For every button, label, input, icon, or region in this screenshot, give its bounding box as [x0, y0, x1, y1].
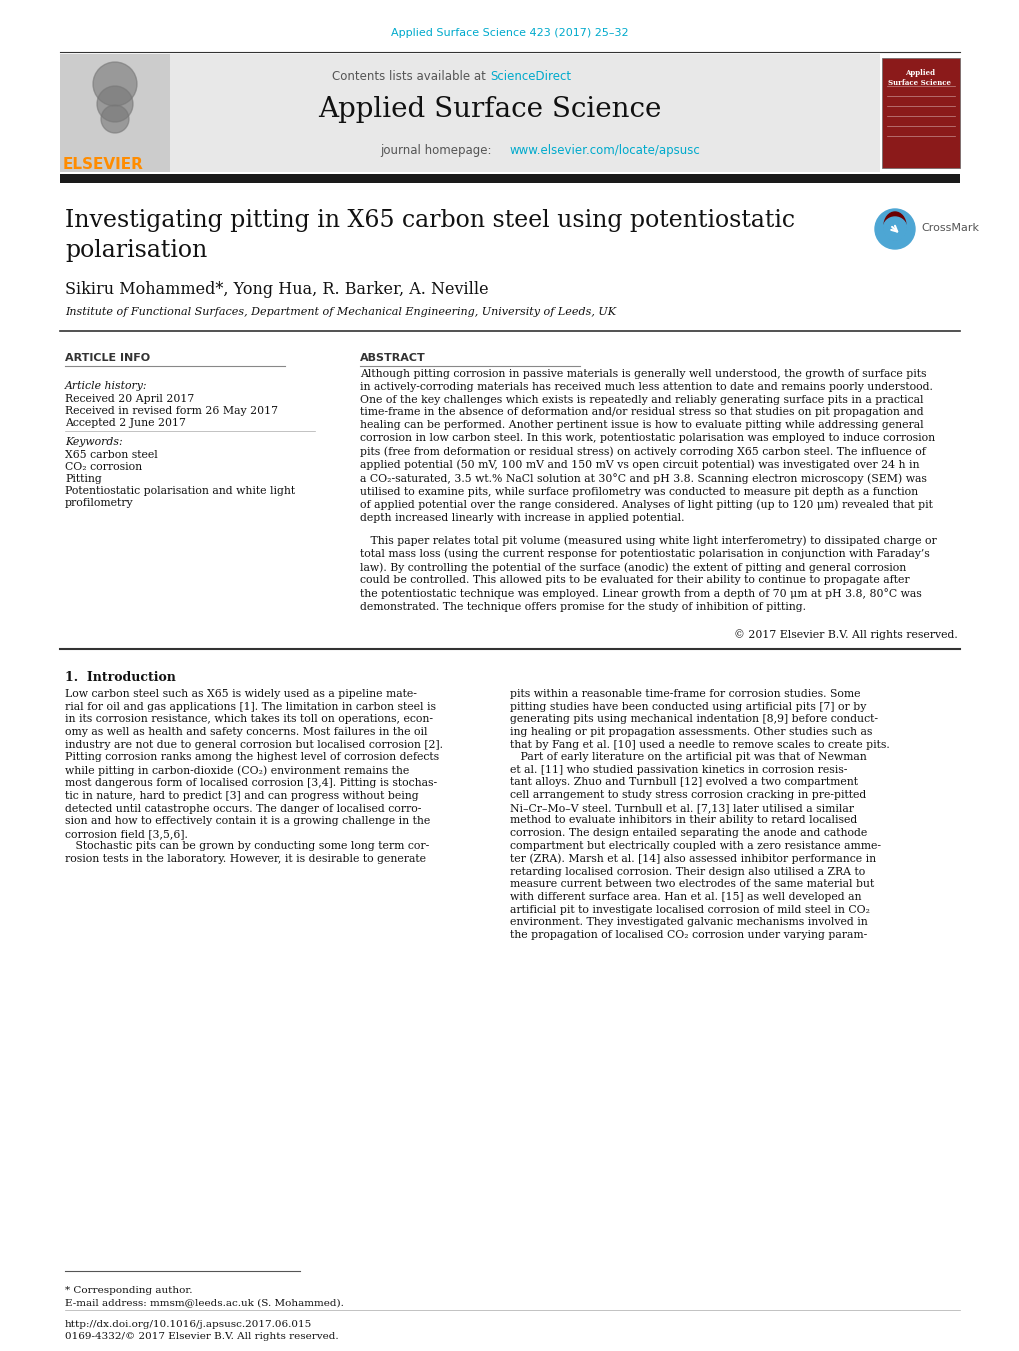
Text: Low carbon steel such as X65 is widely used as a pipeline mate-
rial for oil and: Low carbon steel such as X65 is widely u…: [65, 689, 442, 865]
Text: Received 20 April 2017: Received 20 April 2017: [65, 394, 194, 404]
Text: E-mail address: mmsm@leeds.ac.uk (S. Mohammed).: E-mail address: mmsm@leeds.ac.uk (S. Moh…: [65, 1298, 343, 1306]
Bar: [60, 174, 959, 182]
Text: CrossMark: CrossMark: [920, 223, 978, 232]
Text: ARTICLE INFO: ARTICLE INFO: [65, 353, 150, 363]
Text: Received in revised form 26 May 2017: Received in revised form 26 May 2017: [65, 407, 278, 416]
Text: CO₂ corrosion: CO₂ corrosion: [65, 462, 142, 471]
Text: www.elsevier.com/locate/apsusc: www.elsevier.com/locate/apsusc: [510, 145, 700, 157]
Text: Article history:: Article history:: [65, 381, 148, 390]
Circle shape: [882, 218, 906, 240]
Text: 1.  Introduction: 1. Introduction: [65, 671, 175, 684]
Text: Pitting: Pitting: [65, 474, 102, 484]
Text: Potentiostatic polarisation and white light: Potentiostatic polarisation and white li…: [65, 486, 294, 496]
Text: http://dx.doi.org/10.1016/j.apsusc.2017.06.015: http://dx.doi.org/10.1016/j.apsusc.2017.…: [65, 1320, 312, 1329]
Bar: [881, 58, 959, 168]
Text: Applied Surface Science: Applied Surface Science: [318, 96, 661, 123]
Text: ABSTRACT: ABSTRACT: [360, 353, 425, 363]
Bar: [60, 54, 170, 172]
Text: Accepted 2 June 2017: Accepted 2 June 2017: [65, 417, 185, 428]
Text: Although pitting corrosion in passive materials is generally well understood, th: Although pitting corrosion in passive ma…: [360, 369, 934, 523]
Text: © 2017 Elsevier B.V. All rights reserved.: © 2017 Elsevier B.V. All rights reserved…: [734, 630, 957, 640]
Circle shape: [97, 86, 132, 122]
Text: pits within a reasonable time-frame for corrosion studies. Some
pitting studies : pits within a reasonable time-frame for …: [510, 689, 889, 940]
Text: Keywords:: Keywords:: [65, 436, 122, 447]
Text: Contents lists available at: Contents lists available at: [332, 70, 489, 82]
Text: X65 carbon steel: X65 carbon steel: [65, 450, 158, 459]
Bar: [60, 54, 879, 172]
Text: Institute of Functional Surfaces, Department of Mechanical Engineering, Universi: Institute of Functional Surfaces, Depart…: [65, 307, 615, 317]
Circle shape: [93, 62, 137, 105]
Text: Applied
Surface Science: Applied Surface Science: [888, 69, 951, 86]
Text: ScienceDirect: ScienceDirect: [489, 70, 571, 82]
Text: * Corresponding author.: * Corresponding author.: [65, 1286, 193, 1296]
Text: polarisation: polarisation: [65, 239, 207, 262]
Text: ELSEVIER: ELSEVIER: [63, 157, 144, 172]
Circle shape: [874, 209, 914, 249]
Ellipse shape: [883, 212, 905, 240]
Text: Applied Surface Science 423 (2017) 25–32: Applied Surface Science 423 (2017) 25–32: [391, 28, 628, 38]
Text: journal homepage:: journal homepage:: [380, 145, 495, 157]
Text: profilometry: profilometry: [65, 499, 133, 508]
Text: Investigating pitting in X65 carbon steel using potentiostatic: Investigating pitting in X65 carbon stee…: [65, 209, 794, 232]
Text: This paper relates total pit volume (measured using white light interferometry) : This paper relates total pit volume (mea…: [360, 535, 935, 612]
Text: Sikiru Mohammed*, Yong Hua, R. Barker, A. Neville: Sikiru Mohammed*, Yong Hua, R. Barker, A…: [65, 281, 488, 299]
Circle shape: [101, 105, 128, 132]
Text: 0169-4332/© 2017 Elsevier B.V. All rights reserved.: 0169-4332/© 2017 Elsevier B.V. All right…: [65, 1332, 338, 1342]
